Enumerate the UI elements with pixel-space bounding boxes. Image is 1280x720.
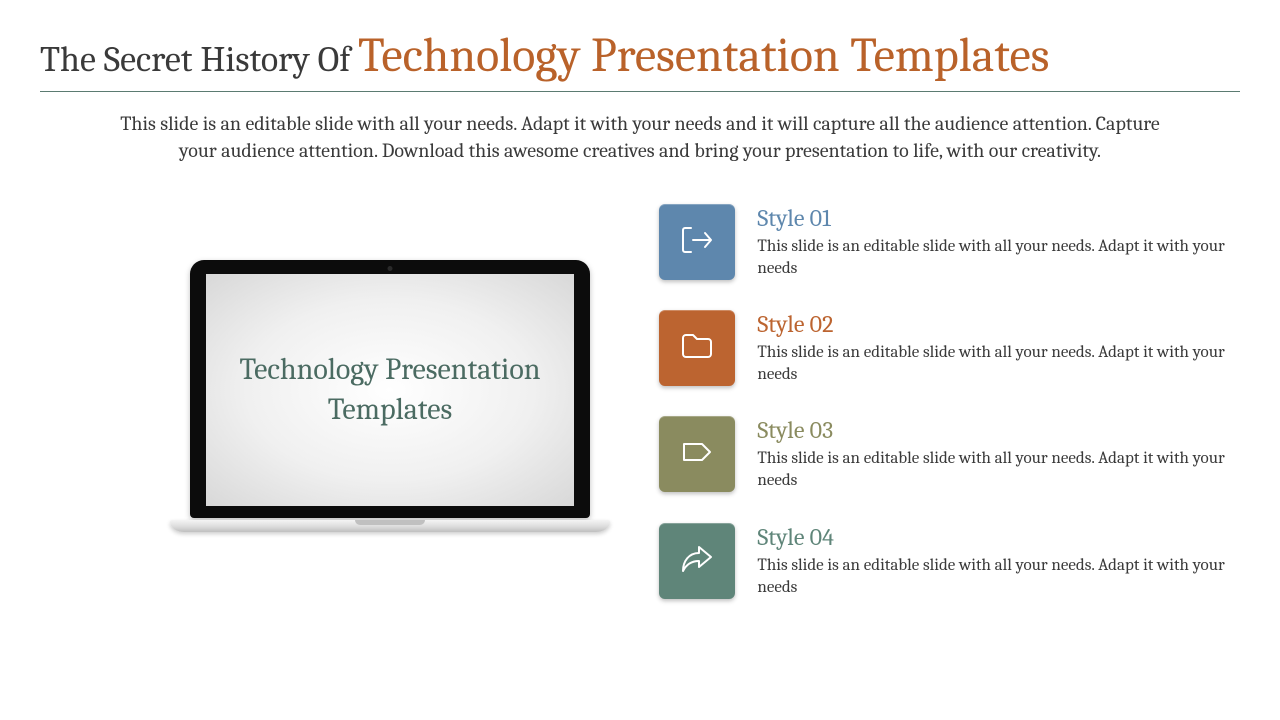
share-arrow-icon [677, 539, 717, 583]
style-row-4: Style 04 This slide is an editable slide… [659, 523, 1240, 599]
style-icon-box-1 [659, 204, 735, 280]
laptop-camera [388, 266, 393, 271]
laptop-base [170, 520, 610, 532]
style-row-2: Style 02 This slide is an editable slide… [659, 310, 1240, 386]
style-icon-box-3 [659, 416, 735, 492]
laptop-screen-text: Technology Presentation Templates [216, 350, 564, 431]
tag-icon [677, 432, 717, 476]
style-title-4: Style 04 [757, 523, 1240, 551]
laptop-screen: Technology Presentation Templates [206, 274, 574, 506]
slide-title-row: The Secret History Of Technology Present… [40, 28, 1240, 92]
style-title-1: Style 01 [757, 204, 1240, 232]
style-text-4: Style 04 This slide is an editable slide… [757, 523, 1240, 599]
style-desc-1: This slide is an editable slide with all… [757, 236, 1240, 280]
style-desc-4: This slide is an editable slide with all… [757, 555, 1240, 599]
slide-title-prefix: The Secret History Of [40, 39, 351, 80]
style-desc-2: This slide is an editable slide with all… [757, 342, 1240, 386]
style-row-3: Style 03 This slide is an editable slide… [659, 416, 1240, 492]
style-title-2: Style 02 [757, 310, 1240, 338]
laptop-screen-frame: Technology Presentation Templates [190, 260, 590, 518]
style-icon-box-4 [659, 523, 735, 599]
style-text-1: Style 01 This slide is an editable slide… [757, 204, 1240, 280]
slide-content: Technology Presentation Templates Style … [40, 200, 1240, 620]
style-title-3: Style 03 [757, 416, 1240, 444]
left-column: Technology Presentation Templates [40, 200, 659, 620]
laptop-notch [355, 520, 425, 525]
style-icon-box-2 [659, 310, 735, 386]
slide: The Secret History Of Technology Present… [0, 0, 1280, 720]
folder-icon [677, 326, 717, 370]
slide-title-accent: Technology Presentation Templates [354, 28, 1049, 83]
style-desc-3: This slide is an editable slide with all… [757, 448, 1240, 492]
style-text-2: Style 02 This slide is an editable slide… [757, 310, 1240, 386]
slide-subtitle: This slide is an editable slide with all… [120, 110, 1160, 164]
exit-arrow-icon [677, 220, 717, 264]
style-text-3: Style 03 This slide is an editable slide… [757, 416, 1240, 492]
right-column: Style 01 This slide is an editable slide… [659, 200, 1240, 620]
style-row-1: Style 01 This slide is an editable slide… [659, 204, 1240, 280]
laptop-graphic: Technology Presentation Templates [190, 260, 590, 532]
